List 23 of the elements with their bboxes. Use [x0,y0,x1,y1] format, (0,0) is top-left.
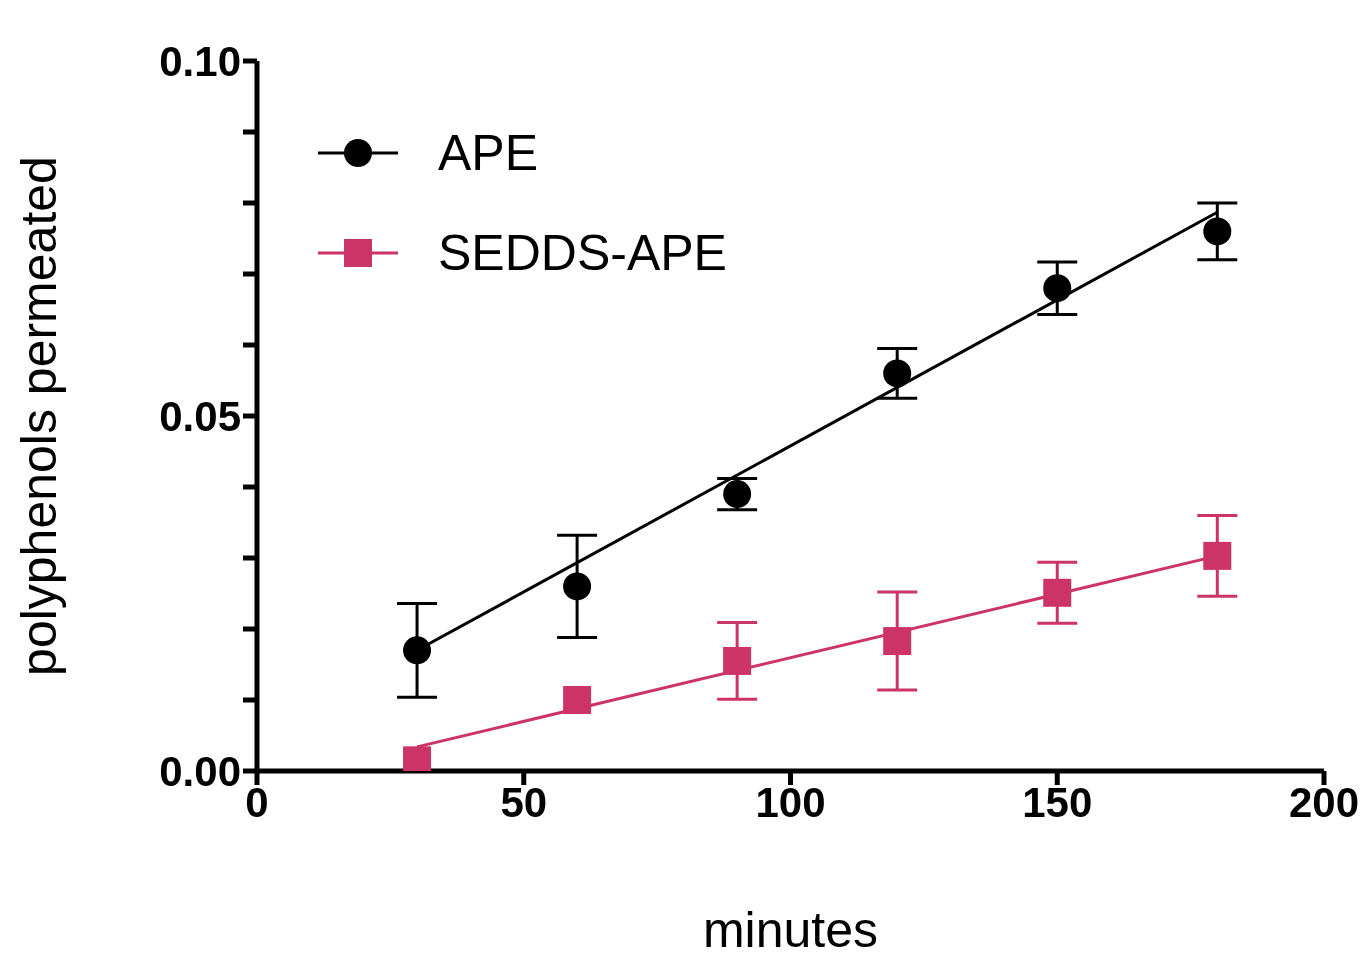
point [1203,217,1232,246]
x-tick-label: 100 [755,778,826,826]
point [1043,274,1072,303]
point [403,636,432,665]
x-tick-label: 200 [1288,778,1360,826]
y-tick-label: 0.10 [159,37,241,85]
y-tick-label: 0.00 [159,747,241,795]
point [723,646,752,675]
point [883,627,912,656]
legend-label: SEDDS-APE [438,224,727,282]
point [1043,578,1072,607]
y-axis-title: polyphenols permeated [10,156,67,676]
point [883,359,912,388]
x-axis-title: minutes [702,902,879,953]
point [563,572,592,601]
point [1203,541,1232,570]
legend-label: APE [438,124,539,182]
point [723,480,752,509]
y-tick-label: 0.05 [159,392,241,440]
x-tick-label: 0 [245,778,269,826]
point [563,686,592,714]
x-tick-label: 150 [1022,778,1093,826]
x-tick-label: 50 [500,778,548,826]
